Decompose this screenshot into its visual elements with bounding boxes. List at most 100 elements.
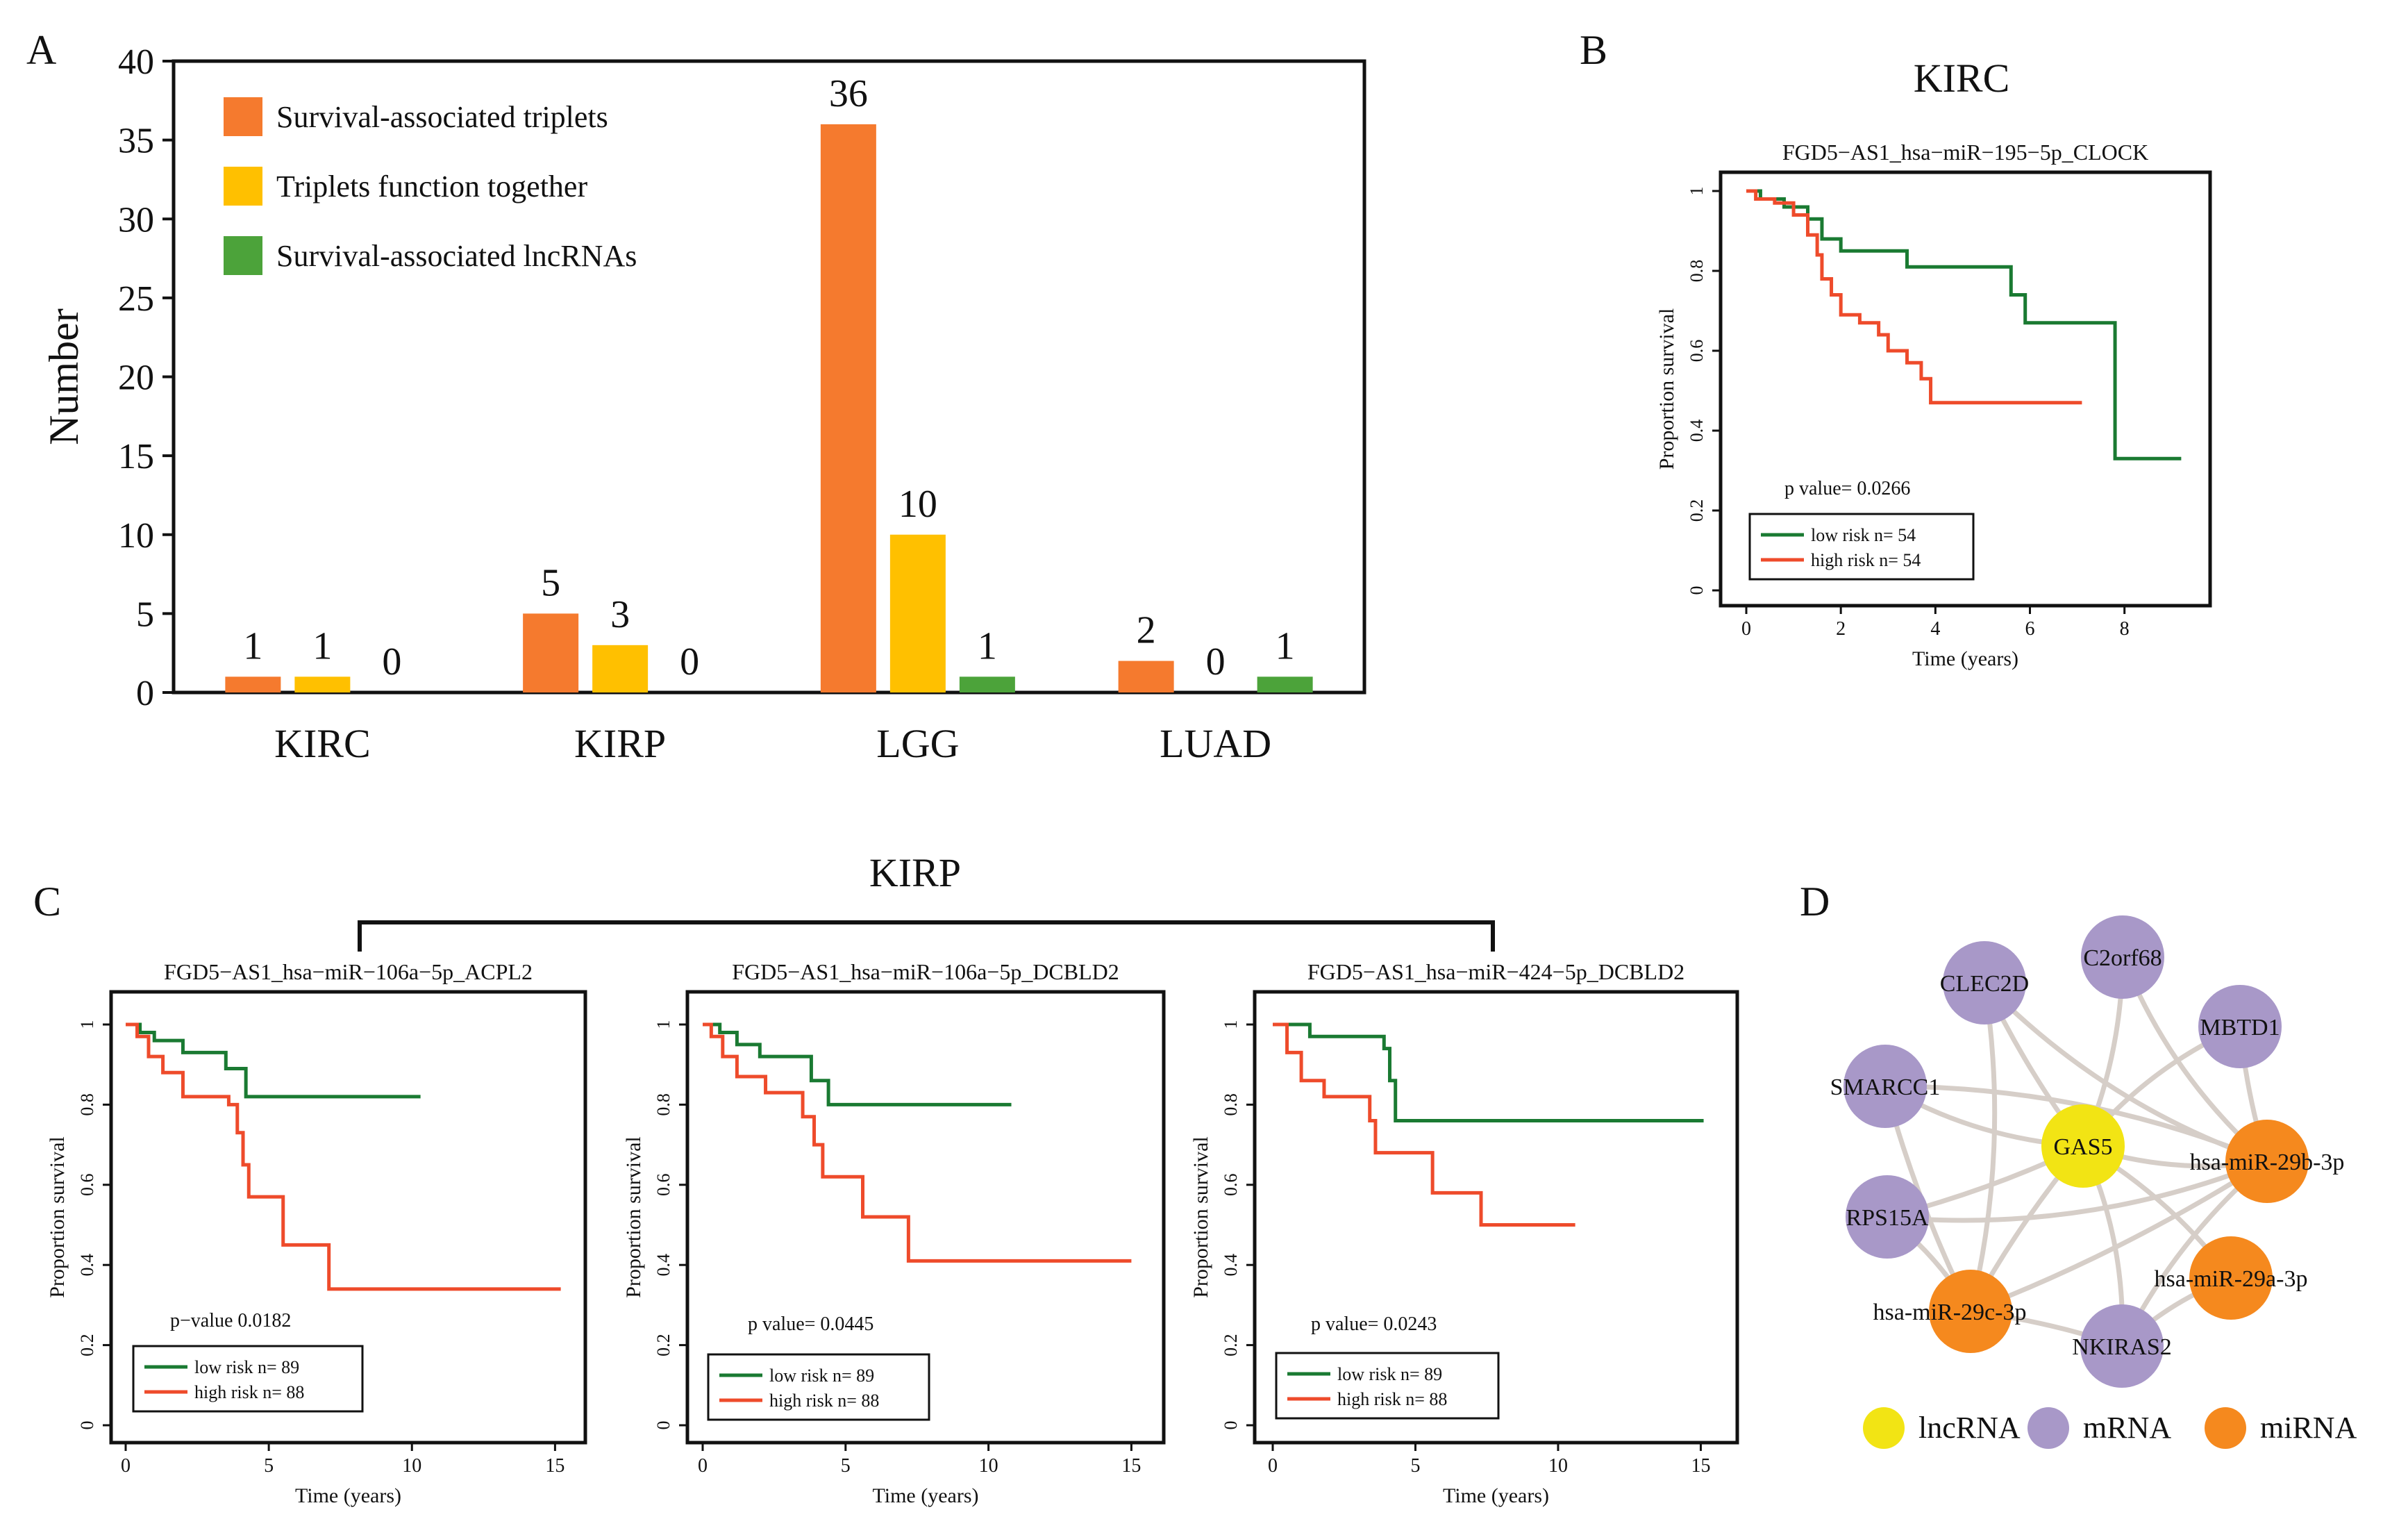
network-legend-label: mRNA: [2083, 1411, 2171, 1445]
x-category-label: KIRP: [574, 721, 666, 766]
plot-frame: [1253, 990, 1739, 1445]
y-tick-label: 0: [136, 674, 154, 713]
km-curve-km_low: [126, 1022, 421, 1099]
network-node-label: hsa-miR-29a-3p: [2155, 1266, 2308, 1292]
y-tick-label: 0.6: [1221, 1174, 1241, 1197]
bar-orange: [225, 677, 281, 692]
x-tick-label: 10: [979, 1455, 998, 1477]
bar-value-label: 2: [1137, 609, 1156, 652]
y-axis-label: Proportion survival: [622, 1136, 645, 1298]
legend-label: high risk n= 88: [194, 1382, 304, 1402]
y-tick-label: 0.2: [1687, 499, 1707, 522]
legend-swatch: [224, 236, 262, 275]
network-node-mrna: [1846, 1175, 1929, 1259]
y-tick-label: 0.4: [1221, 1254, 1241, 1277]
plot-title: FGD5−AS1_hsa−miR−106a−5p_ACPL2: [164, 959, 533, 984]
y-tick-label: 0.6: [1687, 340, 1707, 363]
x-axis-label: Time (years): [295, 1484, 401, 1507]
panel-label-d: D: [1800, 879, 1830, 924]
bar-orange: [523, 613, 579, 692]
y-tick-label: 0.8: [1687, 260, 1707, 283]
panel-b-heading: KIRC: [1914, 56, 2010, 101]
legend-box: [1748, 513, 1975, 581]
bar-value-label: 3: [610, 593, 630, 636]
network-node-mrna: [1843, 1045, 1927, 1128]
plot-title: FGD5−AS1_hsa−miR−106a−5p_DCBLD2: [732, 959, 1119, 984]
legend-label: Triplets function together: [276, 169, 587, 204]
y-tick-label: 0.8: [1221, 1093, 1241, 1116]
p-value-label: p value= 0.0243: [1311, 1313, 1437, 1335]
y-tick-label: 0.8: [653, 1093, 674, 1116]
y-tick-label: 20: [118, 358, 154, 398]
panel-b-km-plot: FGD5−AS1_hsa−miR−195−5p_CLOCK 0 0.2 0.4 0.6 0…: [1655, 140, 2212, 670]
legend-label: low risk n= 89: [769, 1366, 874, 1386]
y-tick-label: 40: [118, 42, 154, 82]
x-tick-label: 2: [1836, 618, 1846, 640]
y-axis-label: Number: [41, 308, 87, 445]
legend-label: high risk n= 88: [1337, 1389, 1447, 1409]
y-tick-label: 1: [1687, 187, 1707, 196]
y-tick-label: 0: [1221, 1421, 1241, 1430]
y-tick-label: 0.6: [653, 1174, 674, 1197]
panel-c1-km-plot: FGD5−AS1_hsa−miR−106a−5p_ACPL2 0 0.2 0.4 0.6…: [46, 959, 587, 1507]
legend-dot-mirna: [2205, 1407, 2246, 1449]
y-tick-label: 0.8: [77, 1093, 97, 1116]
bar-green: [959, 677, 1015, 692]
network-node-label: MBTD1: [2200, 1015, 2280, 1040]
x-tick-label: 0: [1268, 1455, 1278, 1477]
network-node-label: SMARCC1: [1830, 1074, 1941, 1100]
y-tick-label: 10: [118, 516, 154, 556]
x-tick-label: 15: [1121, 1455, 1141, 1477]
bar-value-label: 0: [1206, 640, 1226, 683]
y-tick-label: 1: [77, 1020, 97, 1029]
km-curve-km_low: [1746, 189, 2182, 460]
network-edge: [1887, 1159, 2268, 1223]
x-axis-label: Time (years): [1443, 1484, 1549, 1507]
x-tick-label: 10: [402, 1455, 421, 1477]
x-tick-label: 0: [698, 1455, 708, 1477]
bar-orange: [1118, 661, 1174, 692]
legend-box: [1275, 1352, 1500, 1420]
y-tick-label: 0.4: [77, 1254, 97, 1277]
y-tick-label: 15: [118, 437, 154, 476]
plot-frame: [1719, 170, 2212, 608]
bar-yellow: [294, 677, 351, 692]
legend-swatch: [224, 167, 262, 206]
network-legend-label: miRNA: [2260, 1411, 2357, 1445]
y-tick-label: 0.6: [77, 1174, 97, 1197]
x-category-label: KIRC: [274, 721, 371, 766]
km-curve-km_high: [703, 1022, 1132, 1263]
x-tick-label: 5: [1410, 1455, 1420, 1477]
y-tick-label: 5: [136, 595, 154, 634]
y-tick-label: 25: [118, 279, 154, 319]
panel-c-bracket: [358, 920, 1495, 952]
y-tick-label: 0: [1687, 586, 1707, 595]
y-tick-label: 0.4: [653, 1254, 674, 1277]
x-tick-label: 6: [2025, 618, 2035, 640]
bar-value-label: 0: [382, 640, 401, 683]
x-tick-label: 15: [1691, 1455, 1710, 1477]
network-node-label: RPS15A: [1846, 1205, 1928, 1231]
network-node-mrna: [2081, 915, 2164, 999]
panel-c-heading: KIRP: [869, 850, 961, 895]
bar-orange: [820, 124, 876, 692]
legend-label: low risk n= 89: [1337, 1364, 1442, 1384]
x-tick-label: 5: [264, 1455, 274, 1477]
plot-title: FGD5−AS1_hsa−miR−195−5p_CLOCK: [1782, 140, 2148, 165]
x-tick-label: 0: [1741, 618, 1751, 640]
panel-label-a: A: [26, 27, 56, 73]
km-curve-km_high: [1746, 189, 2082, 405]
x-tick-label: 10: [1548, 1455, 1568, 1477]
legend-dot-lncrna: [1863, 1407, 1905, 1449]
network-edge: [1968, 982, 1998, 1312]
y-tick-label: 0.2: [1221, 1334, 1241, 1356]
x-axis-label: Time (years): [872, 1484, 978, 1507]
legend-label: high risk n= 54: [1811, 550, 1921, 570]
x-tick-label: 15: [545, 1455, 565, 1477]
y-axis-label: Proportion survival: [46, 1136, 69, 1298]
y-axis-label: Proportion survival: [1655, 308, 1678, 470]
bar-value-label: 0: [680, 640, 699, 683]
panel-d-network: GAS5 CLEC2D C2orf68 MBTD1 SMARCC1 RPS15A NKIRA…: [1830, 915, 2357, 1449]
network-node-mirna: [1929, 1270, 2012, 1353]
